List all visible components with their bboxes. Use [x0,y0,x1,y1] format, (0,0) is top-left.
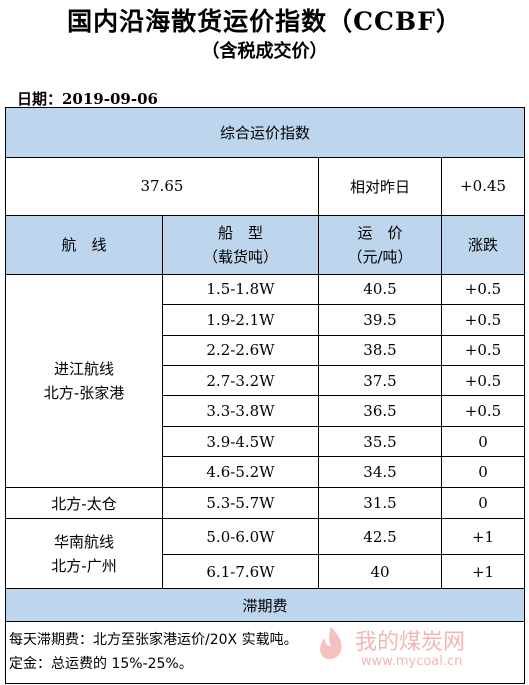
change-cell: +1 [440,518,526,555]
report-date: 日期：2019-09-06 [17,90,158,108]
change-cell: 0 [440,425,526,458]
demurrage-note-deposit: 定金：总运费的 15%-25%。 [9,656,193,673]
change-cell: +0.5 [440,273,526,306]
ship-type-cell: 3.9-4.5W [162,425,319,458]
change-cell: +0.5 [440,304,526,336]
table-row: 2.2-2.6W 38.5 +0.5 [6,334,526,366]
table-row: 2.7-3.2W 37.5 +0.5 [6,364,526,397]
demurrage-notes: 每天滞期费：北方至张家港运价/20X 实载吨。 定金：总运费的 15%-25%。 [4,620,526,685]
compare-label: 相对昨日 [318,156,442,216]
ship-type-cell: 1.5-1.8W [162,273,319,306]
table-row: 3.3-3.8W 36.5 +0.5 [6,395,526,427]
table-row: 3.9-4.5W 35.5 0 [6,425,526,458]
ship-type-label: 船 型 [217,223,263,242]
route-column-header: 航 线 [5,214,163,275]
price-cell: 31.5 [318,486,442,520]
price-column-header: 运 价 （元/吨） [318,214,442,275]
change-cell: +1 [440,553,526,590]
column-header-row: 航 线 船 型 （载货吨） 运 价 （元/吨） 涨跌 [5,214,526,275]
composite-index-value: 37.65 [5,156,319,216]
ship-type-cell: 6.1-7.6W [162,553,319,590]
price-cell: 34.5 [318,456,442,488]
price-cell: 40 [318,553,442,590]
price-cell: 36.5 [318,395,442,427]
ship-type-cell: 2.7-3.2W [162,364,319,397]
change-cell: +0.5 [440,334,526,366]
demurrage-note-fee: 每天滞期费：北方至张家港运价/20X 实载吨。 [9,632,298,649]
route-line2: 北方-广州 [51,556,117,575]
ship-type-cell: 3.3-3.8W [162,395,319,427]
composite-index-change: +0.45 [440,156,526,216]
change-cell: 0 [440,456,526,488]
route-south-china-guangzhou: 华南航线 北方-广州 [5,518,163,590]
demurrage-notes-row: 每天滞期费：北方至张家港运价/20X 实载吨。 定金：总运费的 15%-25%。 [4,620,526,685]
demurrage-title: 滞期费 [4,588,526,622]
change-cell: 0 [440,486,526,520]
price-cell: 38.5 [318,334,442,366]
table-row: 进江航线 北方-张家港 1.5-1.8W 40.5 +0.5 [5,273,526,488]
price-cell: 40.5 [318,273,442,306]
table-row: 北方-太仓 5.3-5.7W 31.5 0 [5,486,526,520]
demurrage-header-row: 滞期费 [4,588,526,622]
route-jinjiang-zhangjiagang: 进江航线 北方-张家港 [5,273,163,488]
price-cell: 37.5 [318,364,442,397]
price-cell: 35.5 [318,425,442,458]
table-row: 华南航线 北方-广州 5.0-6.0W 42.5 +1 [5,518,526,590]
composite-index-title: 综合运价指数 [4,107,526,158]
ship-type-unit: （载货吨） [202,247,278,266]
price-cell: 39.5 [318,304,442,336]
ship-type-cell: 5.3-5.7W [162,486,319,520]
route-north-taicang: 北方-太仓 [5,486,163,520]
table-row: 4.6-5.2W 34.5 0 [6,456,526,488]
ship-type-cell: 2.2-2.6W [162,334,319,366]
table-row: 6.1-7.6W 40 +1 [6,553,526,590]
freight-index-table: 综合运价指数 37.65 相对昨日 +0.45 航 线 船 型 （载货吨） 运 … [4,107,526,685]
table-row: 1.9-2.1W 39.5 +0.5 [6,304,526,336]
composite-index-header-row: 综合运价指数 [4,107,526,158]
route-line2: 北方-张家港 [43,383,125,402]
ship-type-cell: 1.9-2.1W [162,304,319,336]
ship-type-column-header: 船 型 （载货吨） [162,214,319,275]
change-column-header: 涨跌 [440,214,526,275]
change-cell: +0.5 [440,395,526,427]
ship-type-cell: 5.0-6.0W [162,518,319,555]
page-subtitle: （含税成交价） [201,41,328,62]
route-line1: 华南航线 [53,532,114,551]
price-unit: （元/吨） [347,247,413,266]
change-cell: +0.5 [440,364,526,397]
route-line1: 进江航线 [53,359,114,378]
price-cell: 42.5 [318,518,442,555]
page-title: 国内沿海散货运价指数（CCBF） [67,7,462,36]
ship-type-cell: 4.6-5.2W [162,456,319,488]
price-label: 运 价 [357,223,403,242]
composite-index-row: 37.65 相对昨日 +0.45 [5,156,526,216]
